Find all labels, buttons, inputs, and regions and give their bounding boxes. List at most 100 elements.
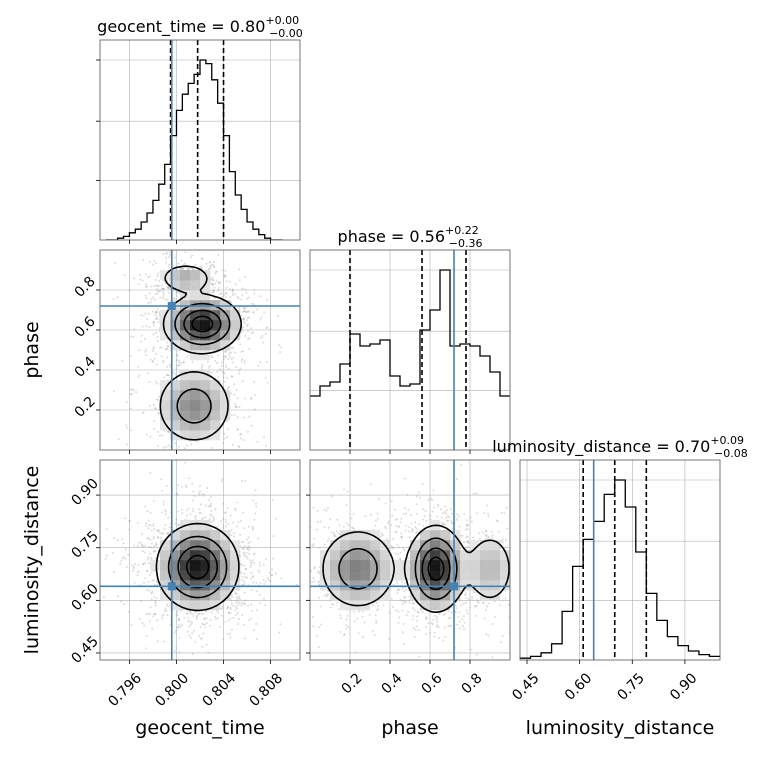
sample-point (224, 620, 227, 623)
sample-point (465, 609, 468, 612)
sample-point (215, 279, 218, 282)
density-cell (200, 560, 211, 571)
sample-point (474, 605, 477, 608)
sample-point (408, 601, 411, 604)
density-cell (210, 380, 221, 391)
sample-point (386, 538, 389, 541)
sample-point (139, 340, 142, 343)
sample-point (210, 502, 213, 505)
density-cell (350, 570, 361, 581)
sample-point (175, 646, 178, 649)
sample-point (243, 580, 246, 583)
sample-point (202, 517, 205, 520)
sample-point (150, 558, 153, 561)
density-cell (200, 390, 211, 401)
sample-point (250, 397, 253, 400)
sample-point (458, 665, 460, 667)
sample-point (209, 261, 212, 264)
density-cell (320, 570, 331, 581)
sample-point (148, 404, 151, 407)
sample-point (131, 388, 134, 391)
sample-point (226, 435, 229, 438)
title-value: luminosity_distance = 0.70 (492, 437, 710, 457)
density-cell (210, 390, 221, 401)
sample-point (221, 502, 224, 505)
sample-point (244, 397, 247, 400)
sample-point (429, 514, 432, 517)
sample-point (157, 530, 160, 533)
sample-point (371, 604, 374, 607)
sample-point (195, 617, 198, 620)
sample-point (230, 599, 233, 602)
sample-point (248, 619, 251, 622)
sample-point (174, 522, 177, 525)
sample-point (226, 376, 229, 379)
contour-line (155, 522, 240, 612)
sample-point (387, 522, 390, 525)
density-cell (210, 330, 221, 341)
sample-point (463, 541, 466, 544)
sample-point (253, 408, 256, 411)
sample-point (318, 546, 321, 549)
sample-point (243, 564, 246, 567)
panel-content (310, 455, 510, 667)
sample-point (247, 525, 250, 528)
sample-point (449, 508, 452, 511)
sample-point (444, 505, 447, 508)
density-cell (430, 530, 441, 541)
sample-point (176, 494, 179, 497)
sample-point (196, 243, 198, 245)
sample-point (497, 530, 500, 533)
sample-point (160, 346, 163, 349)
sample-point (136, 574, 139, 577)
sample-point (152, 346, 155, 349)
sample-point (156, 317, 159, 320)
sample-point (231, 289, 234, 292)
sample-point (183, 616, 186, 619)
density-cell (370, 540, 381, 551)
sample-point (236, 296, 239, 299)
sample-point (205, 610, 208, 613)
sample-point (236, 416, 239, 419)
sample-point (137, 376, 140, 379)
sample-point (368, 455, 370, 457)
sample-point (205, 262, 208, 265)
density-cell (180, 310, 191, 321)
sample-point (229, 296, 232, 299)
sample-point (243, 603, 246, 606)
title-lower-error: −0.08 (714, 447, 748, 460)
sample-point (141, 544, 144, 547)
sample-point (138, 374, 141, 377)
density-cell (210, 540, 221, 551)
sample-point (223, 380, 226, 383)
density-cell (230, 540, 241, 551)
sample-point (381, 534, 384, 537)
density-cell (470, 540, 481, 551)
sample-point (167, 374, 170, 377)
sample-point (358, 610, 361, 613)
histogram-phase-grid (349, 250, 471, 450)
sample-point (399, 558, 402, 561)
sample-point (241, 380, 244, 383)
sample-point (400, 532, 403, 535)
sample-point (134, 563, 137, 566)
sample-point (209, 624, 212, 627)
sample-point (216, 370, 219, 373)
sample-point (129, 393, 132, 396)
sample-point (220, 292, 223, 295)
sample-point (331, 495, 334, 498)
sample-point (444, 635, 447, 638)
sample-point (148, 292, 151, 295)
sample-point (371, 630, 374, 633)
sample-point (198, 512, 201, 515)
sample-point (483, 512, 486, 515)
sample-point (248, 347, 251, 350)
sample-point (413, 635, 416, 638)
sample-point (234, 351, 237, 354)
sample-point (125, 424, 128, 427)
sample-point (466, 527, 469, 530)
sample-point (246, 316, 249, 319)
sample-point (351, 527, 354, 530)
sample-point (184, 484, 187, 487)
sample-point (234, 591, 237, 594)
